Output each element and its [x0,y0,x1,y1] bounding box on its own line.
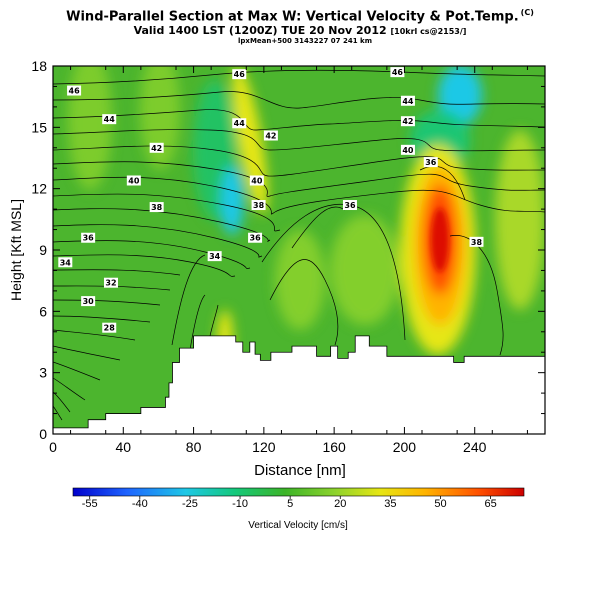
x-tick-label: 120 [252,439,276,455]
terrain-mask [53,335,545,434]
contour-label: 38 [469,236,484,247]
colorbar-tick-label: 20 [334,498,346,510]
contour-label: 46 [67,85,82,96]
colorbar-tick-label: 50 [434,498,446,510]
colorbar-tick-label: 65 [484,498,496,510]
svg-text:46: 46 [392,68,404,77]
colorbar-tick-label: 5 [287,498,293,510]
x-tick-label: 240 [463,439,487,455]
contour-label: 28 [102,322,117,333]
x-axis-label: Distance [nm] [254,462,346,479]
svg-text:38: 38 [151,203,163,212]
svg-text:36: 36 [83,234,95,243]
contour-label: 44 [102,114,117,125]
colorbar-tick-label: -25 [182,498,198,510]
plot-field: 46 44 42 40 38 36 34 32 30 28 34 36 38 40 42 44 46 36 36 40… [53,66,545,434]
copyright-mark: (C) [520,8,534,17]
y-tick-label: 12 [31,181,47,197]
contour-label: 38 [149,202,164,213]
theta-contours [53,69,545,421]
colorbar-label: Vertical Velocity [cm/s] [248,520,348,531]
y-tick-label: 18 [31,58,47,74]
contour-label: 42 [149,142,164,153]
colorbar-tick-label: -10 [232,498,248,510]
contour-label: 32 [103,277,118,288]
y-tick-label: 0 [39,426,47,442]
y-tick-label: 15 [31,119,47,135]
svg-text:38: 38 [253,201,265,210]
svg-text:32: 32 [105,279,116,288]
svg-text:40: 40 [128,176,140,185]
chart-title: Wind-Parallel Section at Max W: Vertical… [66,8,534,25]
contour-label: 30 [81,296,96,307]
colorbar-ticks: -55 -40 -25 -10 5 20 35 50 65 [82,496,497,510]
y-tick-label: 6 [39,303,47,319]
y-tick-label: 9 [39,242,47,258]
x-tick-label: 40 [115,439,131,455]
contour-label: 46 [390,67,405,78]
svg-text:44: 44 [104,115,116,124]
y-axis-label: Height [Kft MSL] [8,199,24,301]
contour-label: 34 [58,257,73,268]
contour-labels: 46 44 42 40 38 36 34 32 30 28 34 36 38 40 42 44 46 36 36 40… [58,67,484,333]
colorbar [72,487,525,497]
contour-label: 34 [207,251,222,262]
chart-subtitle: Valid 1400 LST (1200Z) TUE 20 Nov 2012 [… [133,24,467,37]
contour-label: 44 [232,118,247,129]
x-tick-label: 200 [393,439,417,455]
chart-subtitle-line3: lpxMean+500 3143227 07 241 km [238,37,372,45]
colorbar-tick-label: -55 [82,498,98,510]
contour-label: 40 [400,144,415,155]
colorbar-tick-label: 35 [384,498,396,510]
contour-label: 44 [400,95,415,106]
svg-text:46: 46 [69,87,81,96]
y-tick-label: 3 [39,365,47,381]
svg-text:40: 40 [402,146,414,155]
colorbar-tick-label: -40 [132,498,148,510]
velocity-core [431,208,449,272]
contour-label: 42 [263,130,278,141]
contour-label: 40 [126,175,141,186]
x-tick-label: 160 [322,439,346,455]
contour-label: 36 [342,200,357,211]
x-tick-label: 80 [186,439,202,455]
svg-text:36: 36 [425,158,437,167]
contour-label: 40 [249,175,264,186]
svg-text:36: 36 [344,201,356,210]
svg-text:34: 34 [209,252,221,261]
contour-label: 36 [248,232,263,243]
svg-text:42: 42 [151,144,162,153]
svg-text:46: 46 [234,70,246,79]
x-tick-label: 0 [49,439,57,455]
svg-text:28: 28 [104,324,116,333]
svg-text:38: 38 [471,238,483,247]
svg-text:42: 42 [402,117,413,126]
contour-label: 38 [251,200,266,211]
contour-label: 46 [232,69,247,80]
svg-text:44: 44 [234,119,246,128]
svg-text:44: 44 [402,97,414,106]
svg-text:36: 36 [250,234,262,243]
svg-text:40: 40 [251,176,263,185]
svg-text:34: 34 [60,258,72,267]
svg-text:30: 30 [83,297,95,306]
contour-label: 42 [400,116,415,127]
contour-label: 36 [423,157,438,168]
contour-label: 36 [81,232,96,243]
svg-text:42: 42 [265,132,276,141]
